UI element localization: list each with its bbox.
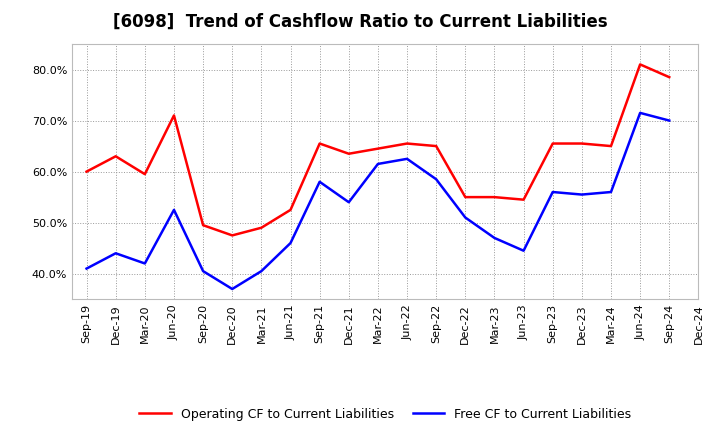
- Operating CF to Current Liabilities: [374, 146, 382, 151]
- Operating CF to Current Liabilities: [112, 154, 120, 159]
- Operating CF to Current Liabilities: [228, 233, 237, 238]
- Operating CF to Current Liabilities: [344, 151, 353, 156]
- Operating CF to Current Liabilities: [257, 225, 266, 231]
- Free CF to Current Liabilities: [402, 156, 411, 161]
- Operating CF to Current Liabilities: [286, 207, 294, 213]
- Free CF to Current Liabilities: [636, 110, 644, 116]
- Free CF to Current Liabilities: [199, 268, 207, 274]
- Operating CF to Current Liabilities: [519, 197, 528, 202]
- Operating CF to Current Liabilities: [607, 143, 616, 149]
- Free CF to Current Liabilities: [549, 189, 557, 194]
- Operating CF to Current Liabilities: [140, 172, 149, 177]
- Free CF to Current Liabilities: [665, 118, 674, 123]
- Operating CF to Current Liabilities: [665, 74, 674, 80]
- Operating CF to Current Liabilities: [199, 223, 207, 228]
- Free CF to Current Liabilities: [432, 176, 441, 182]
- Operating CF to Current Liabilities: [432, 143, 441, 149]
- Free CF to Current Liabilities: [344, 200, 353, 205]
- Free CF to Current Liabilities: [490, 235, 499, 241]
- Line: Operating CF to Current Liabilities: Operating CF to Current Liabilities: [86, 64, 670, 235]
- Legend: Operating CF to Current Liabilities, Free CF to Current Liabilities: Operating CF to Current Liabilities, Fre…: [135, 403, 636, 425]
- Free CF to Current Liabilities: [286, 240, 294, 246]
- Operating CF to Current Liabilities: [82, 169, 91, 174]
- Line: Free CF to Current Liabilities: Free CF to Current Liabilities: [86, 113, 670, 289]
- Operating CF to Current Liabilities: [577, 141, 586, 146]
- Free CF to Current Liabilities: [315, 179, 324, 184]
- Operating CF to Current Liabilities: [402, 141, 411, 146]
- Free CF to Current Liabilities: [257, 268, 266, 274]
- Free CF to Current Liabilities: [140, 261, 149, 266]
- Free CF to Current Liabilities: [577, 192, 586, 197]
- Operating CF to Current Liabilities: [490, 194, 499, 200]
- Free CF to Current Liabilities: [461, 215, 469, 220]
- Free CF to Current Liabilities: [374, 161, 382, 167]
- Operating CF to Current Liabilities: [549, 141, 557, 146]
- Free CF to Current Liabilities: [607, 189, 616, 194]
- Free CF to Current Liabilities: [82, 266, 91, 271]
- Free CF to Current Liabilities: [519, 248, 528, 253]
- Free CF to Current Liabilities: [170, 207, 179, 213]
- Operating CF to Current Liabilities: [170, 113, 179, 118]
- Free CF to Current Liabilities: [228, 286, 237, 292]
- Free CF to Current Liabilities: [112, 251, 120, 256]
- Text: [6098]  Trend of Cashflow Ratio to Current Liabilities: [6098] Trend of Cashflow Ratio to Curren…: [113, 13, 607, 31]
- Operating CF to Current Liabilities: [461, 194, 469, 200]
- Operating CF to Current Liabilities: [315, 141, 324, 146]
- Operating CF to Current Liabilities: [636, 62, 644, 67]
